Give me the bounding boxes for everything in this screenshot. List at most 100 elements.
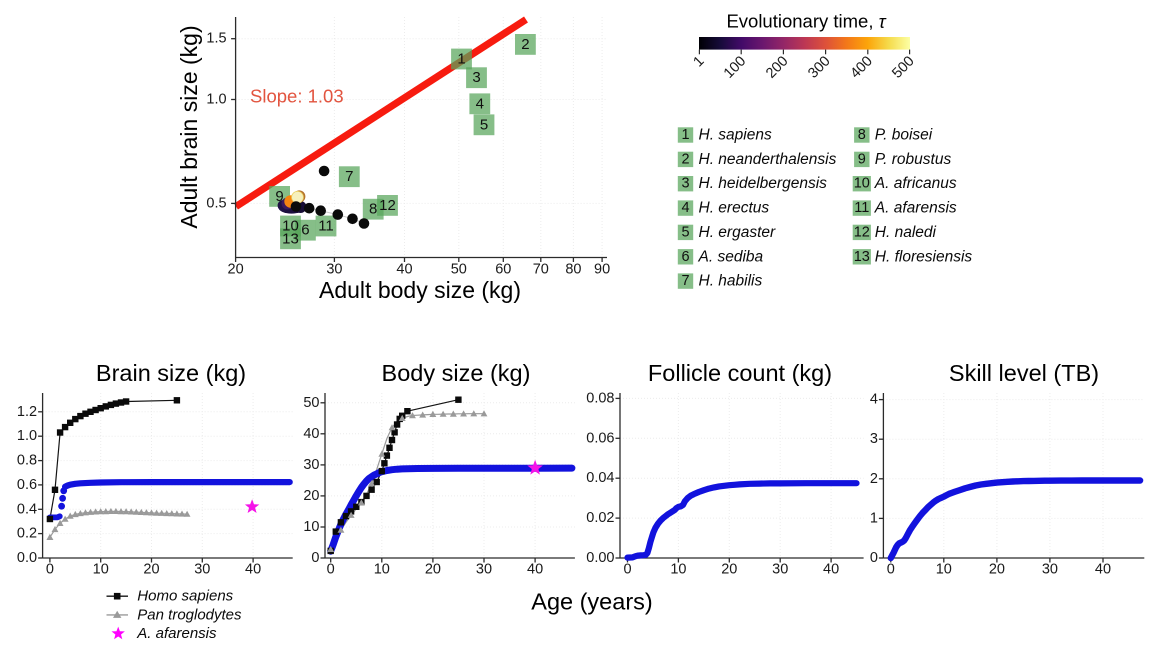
svg-text:10: 10 [854,176,870,192]
svg-text:10: 10 [670,562,686,578]
svg-text:P. robustus: P. robustus [875,151,952,168]
svg-text:H. erectus: H. erectus [699,200,770,217]
svg-text:13: 13 [282,230,299,247]
svg-text:H. heidelbergensis: H. heidelbergensis [699,175,828,192]
svg-text:A. afarensis: A. afarensis [136,625,217,642]
svg-text:11: 11 [318,218,334,235]
svg-text:11: 11 [854,200,869,216]
svg-text:20: 20 [303,488,319,504]
svg-text:Adult body size (kg): Adult body size (kg) [319,277,521,303]
svg-text:0.00: 0.00 [586,550,614,566]
svg-text:4: 4 [681,200,689,216]
svg-text:7: 7 [681,273,689,289]
svg-text:50: 50 [451,262,467,278]
svg-text:1: 1 [681,127,689,143]
svg-text:20: 20 [989,562,1005,578]
svg-text:0: 0 [327,562,335,578]
svg-text:H. naledi: H. naledi [875,224,937,241]
svg-text:1.2: 1.2 [17,404,37,420]
svg-text:60: 60 [495,262,511,278]
svg-text:10: 10 [93,562,109,578]
svg-text:0.2: 0.2 [17,526,37,542]
svg-text:0: 0 [870,550,878,566]
svg-text:2: 2 [681,151,689,167]
svg-text:0.0: 0.0 [17,550,37,566]
svg-text:Evolutionary time, τ: Evolutionary time, τ [726,11,886,32]
svg-text:8: 8 [858,127,866,143]
svg-text:20: 20 [721,562,737,578]
svg-text:0.04: 0.04 [586,470,614,486]
svg-text:0.6: 0.6 [17,477,37,493]
svg-text:40: 40 [396,262,412,278]
svg-text:Age (years): Age (years) [531,589,652,615]
svg-text:6: 6 [681,249,689,265]
svg-text:9: 9 [858,151,866,167]
svg-text:1.5: 1.5 [206,31,226,47]
svg-text:80: 80 [565,262,581,278]
svg-text:0.06: 0.06 [586,430,614,446]
svg-text:4: 4 [870,392,878,408]
svg-text:30: 30 [194,562,210,578]
svg-text:5: 5 [480,116,488,133]
svg-text:6: 6 [301,222,309,239]
svg-text:40: 40 [527,562,543,578]
svg-text:5: 5 [681,224,689,240]
svg-text:20: 20 [425,562,441,578]
svg-text:1.0: 1.0 [17,428,37,444]
svg-text:40: 40 [303,426,319,442]
svg-text:0.02: 0.02 [586,510,614,526]
svg-text:10: 10 [282,218,299,235]
svg-text:10: 10 [303,519,319,535]
svg-text:30: 30 [326,262,342,278]
svg-text:Brain size (kg): Brain size (kg) [96,360,246,386]
svg-text:30: 30 [303,457,319,473]
svg-text:40: 40 [823,562,839,578]
svg-text:12: 12 [379,197,396,214]
svg-text:0.8: 0.8 [17,453,37,469]
svg-text:3: 3 [472,69,480,86]
svg-text:2: 2 [521,36,529,53]
svg-text:0.08: 0.08 [586,390,614,406]
svg-text:Skill level (TB): Skill level (TB) [949,360,1099,386]
svg-text:30: 30 [476,562,492,578]
svg-text:H. ergaster: H. ergaster [699,224,777,241]
svg-text:3: 3 [870,431,878,447]
svg-text:Pan troglodytes: Pan troglodytes [137,606,242,623]
svg-text:50: 50 [303,395,319,411]
svg-text:20: 20 [228,262,244,278]
svg-text:1.0: 1.0 [206,92,226,108]
svg-text:H. floresiensis: H. floresiensis [875,248,973,265]
svg-text:10: 10 [936,562,952,578]
svg-text:13: 13 [854,249,870,265]
svg-text:0: 0 [46,562,54,578]
svg-text:H. neanderthalensis: H. neanderthalensis [699,151,837,168]
svg-text:10: 10 [374,562,390,578]
svg-text:Body size (kg): Body size (kg) [382,360,531,386]
svg-text:40: 40 [245,562,261,578]
svg-text:H. habilis: H. habilis [699,273,763,290]
svg-text:Homo sapiens: Homo sapiens [137,588,233,605]
svg-text:Slope: 1.03: Slope: 1.03 [250,86,344,107]
svg-text:12: 12 [854,224,870,240]
svg-text:20: 20 [143,562,159,578]
svg-text:0.4: 0.4 [17,501,37,517]
svg-text:H. sapiens: H. sapiens [699,127,772,144]
svg-text:A. sediba: A. sediba [698,248,764,265]
svg-text:A. africanus: A. africanus [874,175,957,192]
svg-text:1: 1 [870,510,878,526]
svg-text:9: 9 [275,188,283,205]
svg-text:0: 0 [887,562,895,578]
svg-text:30: 30 [772,562,788,578]
svg-text:Follicle count (kg): Follicle count (kg) [648,360,832,386]
svg-text:1: 1 [457,51,465,68]
svg-text:Adult brain size (kg): Adult brain size (kg) [176,25,202,228]
svg-text:30: 30 [1042,562,1058,578]
svg-text:7: 7 [345,168,353,185]
svg-text:0: 0 [623,562,631,578]
svg-text:4: 4 [476,95,484,112]
svg-text:70: 70 [533,262,549,278]
svg-text:3: 3 [681,176,689,192]
svg-text:0.5: 0.5 [206,195,226,211]
svg-text:A. afarensis: A. afarensis [874,200,957,217]
svg-text:8: 8 [369,201,377,218]
